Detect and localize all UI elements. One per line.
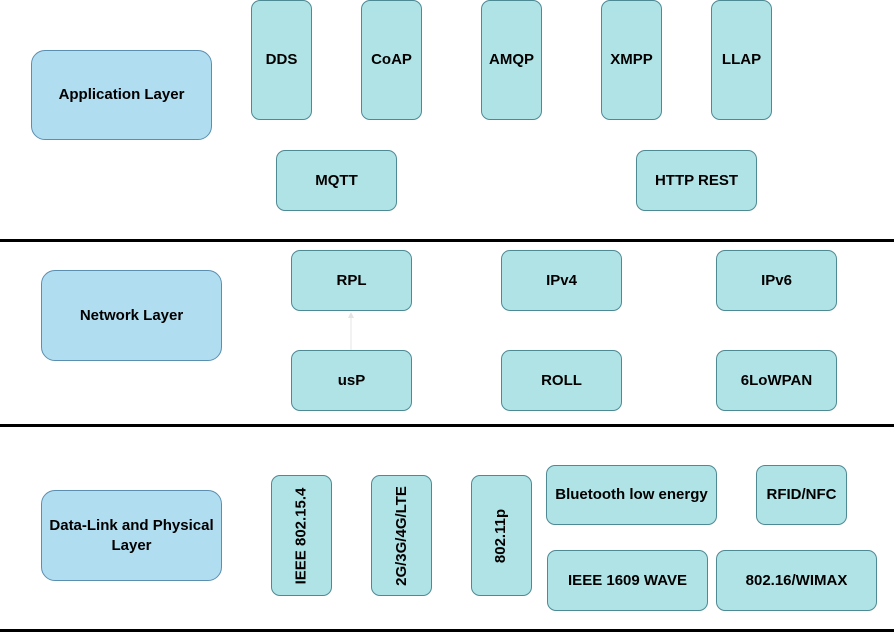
application-network-divider — [0, 239, 894, 242]
80211p-label: 802.11p — [492, 508, 510, 563]
mqtt-label: MQTT — [315, 171, 358, 189]
usp-box: usP — [291, 350, 412, 411]
bluetooth-le-box: Bluetooth low energy — [546, 465, 717, 525]
dds-label: DDS — [265, 51, 298, 68]
dds-box: DDS — [251, 0, 312, 120]
coap-box: CoAP — [361, 0, 422, 120]
application-layer: Application Layer — [31, 50, 212, 140]
amqp-label: AMQP — [489, 51, 534, 68]
network-layer-label: Network Layer — [79, 306, 184, 324]
ipv6-label: IPv6 — [761, 271, 792, 289]
ieee-1609-wave-box: IEEE 1609 WAVE — [547, 550, 708, 611]
ieee-1609-wave-label: IEEE 1609 WAVE — [568, 571, 687, 589]
roll-label: ROLL — [541, 371, 582, 389]
http-rest-box: HTTP REST — [636, 150, 757, 211]
ieee-802154-label: IEEE 802.15.4 — [292, 487, 310, 584]
http-rest-label: HTTP REST — [654, 171, 739, 189]
rpl-label: RPL — [336, 271, 367, 289]
mqtt-box: MQTT — [276, 150, 397, 211]
rfid-nfc-box: RFID/NFC — [756, 465, 847, 525]
6lowpan-box: 6LoWPAN — [716, 350, 837, 411]
cellular-box: 2G/3G/4G/LTE — [371, 475, 432, 596]
80211p-box: 802.11p — [471, 475, 532, 596]
rpl-box: RPL — [291, 250, 412, 311]
ipv4-label: IPv4 — [546, 271, 577, 289]
network-layer: Network Layer — [41, 270, 222, 361]
llap-label: LLAP — [721, 51, 762, 68]
usp-to-rpl-arrowhead — [348, 312, 354, 318]
wimax-box: 802.16/WIMAX — [716, 550, 877, 611]
ieee-802154-box: IEEE 802.15.4 — [271, 475, 332, 596]
ipv6-box: IPv6 — [716, 250, 837, 311]
cellular-label: 2G/3G/4G/LTE — [392, 485, 410, 586]
coap-label: CoAP — [371, 51, 412, 68]
roll-box: ROLL — [501, 350, 622, 411]
application-layer-label: Application Layer — [58, 86, 185, 103]
amqp-box: AMQP — [481, 0, 542, 120]
bluetooth-le-label: Bluetooth low energy — [555, 486, 708, 503]
ipv4-box: IPv4 — [501, 250, 622, 311]
wimax-label: 802.16/WIMAX — [745, 571, 848, 589]
6lowpan-label: 6LoWPAN — [740, 371, 813, 389]
bottom-divider — [0, 629, 894, 632]
usp-label: usP — [337, 371, 366, 389]
xmpp-label: XMPP — [610, 51, 653, 68]
datalink-physical-layer: Data-Link and Physical Layer — [41, 490, 222, 581]
datalink-physical-layer-label: Data-Link and Physical Layer — [49, 516, 214, 554]
xmpp-box: XMPP — [601, 0, 662, 120]
network-datalink-divider — [0, 424, 894, 427]
rfid-nfc-label: RFID/NFC — [766, 486, 837, 503]
llap-box: LLAP — [711, 0, 772, 120]
